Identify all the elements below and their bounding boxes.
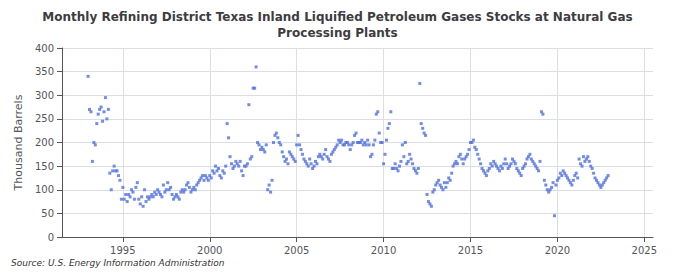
svg-text:Monthly Refining District Texa: Monthly Refining District Texas Inland L… — [42, 10, 632, 24]
svg-text:2020: 2020 — [545, 245, 570, 256]
svg-text:150: 150 — [35, 161, 54, 172]
svg-text:100: 100 — [35, 184, 54, 195]
svg-text:250: 250 — [35, 113, 54, 124]
svg-text:Source: U.S. Energy Informatio: Source: U.S. Energy Information Administ… — [11, 258, 225, 268]
svg-text:200: 200 — [35, 137, 54, 148]
svg-text:2015: 2015 — [458, 245, 483, 256]
svg-text:Processing Plants: Processing Plants — [277, 26, 397, 40]
svg-text:2005: 2005 — [284, 245, 309, 256]
svg-text:0: 0 — [48, 232, 54, 243]
svg-text:1995: 1995 — [110, 245, 135, 256]
svg-text:2010: 2010 — [371, 245, 396, 256]
svg-text:50: 50 — [41, 208, 54, 219]
svg-text:350: 350 — [35, 66, 54, 77]
svg-text:2000: 2000 — [197, 245, 222, 256]
svg-text:2025: 2025 — [632, 245, 657, 256]
svg-text:300: 300 — [35, 90, 54, 101]
svg-text:Thousand Barrels: Thousand Barrels — [12, 94, 25, 191]
svg-text:400: 400 — [35, 43, 54, 54]
